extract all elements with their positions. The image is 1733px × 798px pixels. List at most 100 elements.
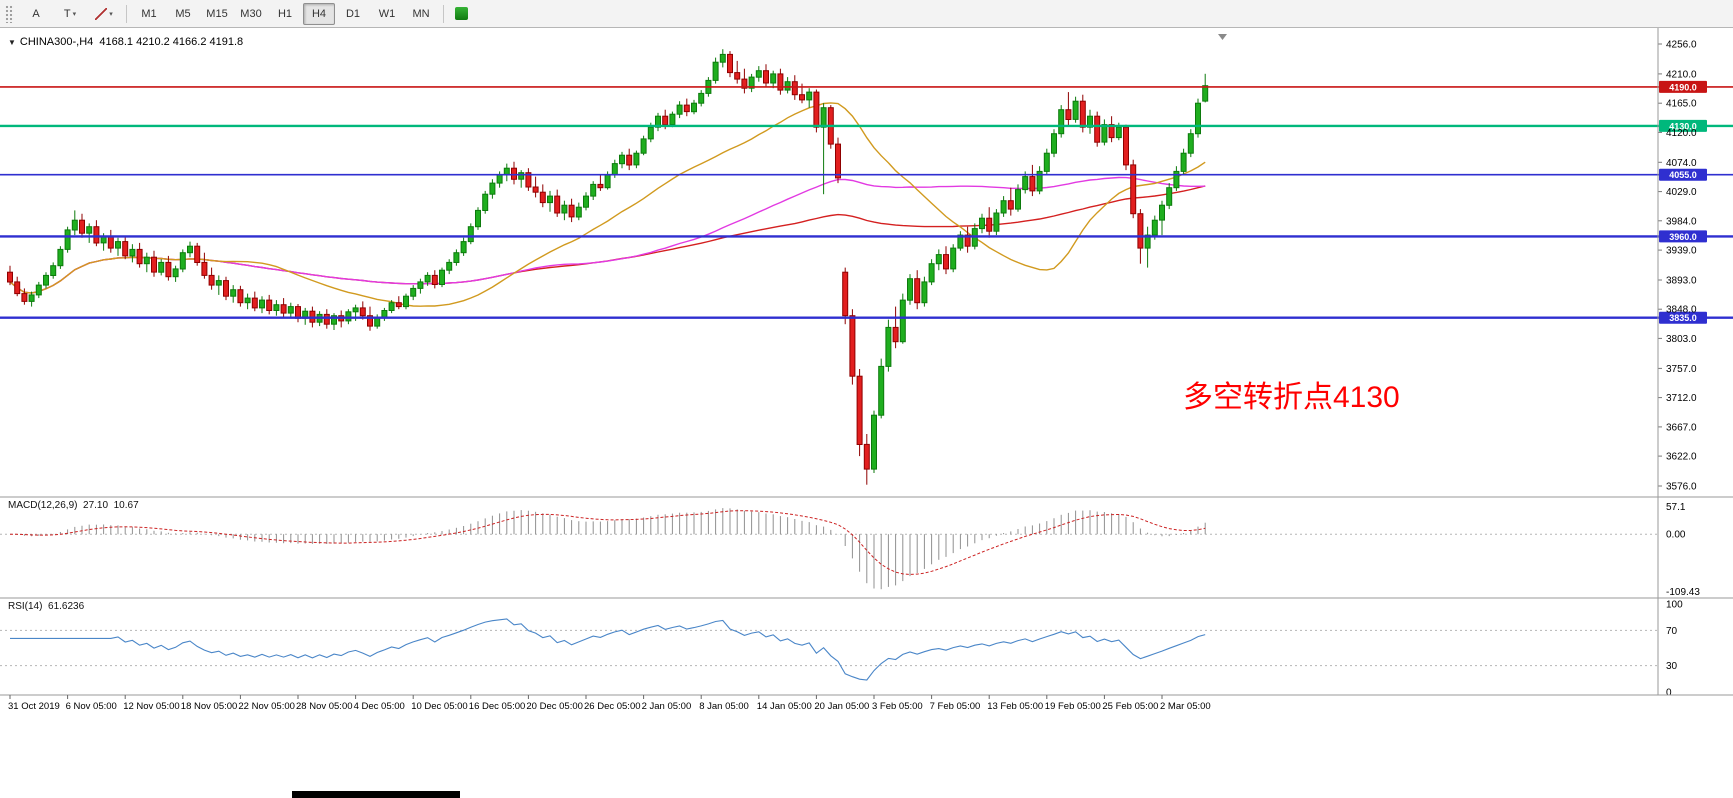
candle-up	[453, 249, 460, 266]
candle-up	[179, 249, 186, 273]
candle-up	[403, 293, 409, 310]
candle-down	[914, 270, 921, 310]
candle-up	[158, 259, 165, 276]
svg-text:13 Feb 05:00: 13 Feb 05:00	[987, 701, 1043, 712]
svg-text:3803.0: 3803.0	[1666, 334, 1697, 345]
candle-down	[741, 68, 748, 94]
candle-down	[597, 174, 604, 191]
candle-up	[561, 200, 568, 221]
candle-down	[727, 51, 733, 78]
candle-up	[1000, 196, 1007, 217]
timeframe-button-w1[interactable]: W1	[378, 7, 396, 20]
panel-separators[interactable]	[0, 28, 1733, 696]
time-axis[interactable]: 31 Oct 2019 6 Nov 05:00 12 Nov 05:00 18 Nov…	[8, 695, 1211, 712]
svg-text:26 Dec 05:00: 26 Dec 05:00	[584, 701, 641, 712]
timeframe-button-m5[interactable]: M5	[175, 7, 191, 20]
ma-slow-line[interactable]	[9, 185, 1206, 294]
svg-text:3576.0: 3576.0	[1666, 482, 1697, 493]
price-tag-4190.0[interactable]	[1659, 80, 1707, 93]
trendline-tool-button[interactable]: ▾	[88, 3, 120, 25]
candle-up	[878, 358, 885, 419]
candle-up	[244, 293, 251, 310]
candle-up	[64, 226, 71, 253]
svg-text:22 Nov 05:00: 22 Nov 05:00	[238, 701, 295, 712]
candle-down	[835, 137, 841, 184]
chart-canvas[interactable]: 4190.0 4130.0 4055.0 3960.0 3835.0 4256.0 4210…	[0, 28, 1733, 715]
timeframe-button-m30[interactable]: M30	[240, 7, 262, 20]
candle-down	[539, 184, 546, 208]
price-tag-3835.0[interactable]	[1659, 311, 1707, 324]
candle-up	[50, 262, 57, 279]
candle-down	[842, 267, 849, 325]
text-tool-button[interactable]: A	[32, 7, 40, 20]
autotrading-icon[interactable]	[455, 7, 468, 20]
macd-signal-line	[9, 510, 1206, 575]
candle-up	[979, 213, 985, 234]
candle-up	[381, 307, 388, 321]
svg-text:4165.0: 4165.0	[1666, 99, 1697, 110]
candle-up	[410, 285, 417, 301]
candle-up	[172, 265, 179, 282]
chart-text-annotation[interactable]: 多空转折点4130	[1183, 381, 1400, 414]
candle-down	[7, 265, 13, 286]
candle-up	[633, 150, 640, 169]
chart-shift-marker-icon[interactable]	[1218, 34, 1227, 40]
candle-down	[1065, 92, 1072, 126]
svg-text:4029.0: 4029.0	[1666, 187, 1697, 198]
rsi-panel: 100 70 30 0	[0, 600, 1683, 699]
bottom-black-bar	[292, 791, 460, 798]
svg-text:14 Jan 05:00: 14 Jan 05:00	[757, 701, 812, 712]
caret-down-icon: ▾	[72, 10, 77, 18]
candle-up	[928, 259, 935, 286]
toolbar-drag-handle[interactable]	[5, 4, 14, 23]
candle-down	[777, 68, 784, 95]
candle-up	[950, 244, 957, 273]
svg-text:20 Jan 05:00: 20 Jan 05:00	[814, 701, 869, 712]
candle-up	[439, 267, 445, 288]
svg-text:4055.0: 4055.0	[1669, 170, 1697, 180]
candle-up	[475, 207, 481, 230]
timeframe-button-h4[interactable]: H4	[303, 2, 335, 25]
timeframe-button-mn[interactable]: MN	[412, 7, 430, 20]
price-axis[interactable]: 4256.0 4210.0 4165.0 4120.0 4074.0 4029.0 3984…	[1658, 40, 1697, 493]
svg-text:3848.0: 3848.0	[1666, 305, 1697, 316]
timeframe-button-h1[interactable]: H1	[277, 7, 293, 20]
svg-text:2 Jan 05:00: 2 Jan 05:00	[642, 701, 692, 712]
candle-up	[259, 296, 265, 314]
candle-down	[683, 98, 690, 117]
candle-up	[1015, 184, 1021, 212]
candle-up	[676, 101, 683, 119]
candle-up	[302, 307, 309, 325]
svg-text:20 Dec 05:00: 20 Dec 05:00	[526, 701, 583, 712]
price-tag-4055.0[interactable]	[1659, 168, 1707, 181]
ma-fast-line[interactable]	[9, 102, 1206, 307]
candle-up	[719, 49, 726, 68]
candle-up	[957, 231, 964, 251]
chart-title: ▼ CHINA300-,H4 4168.1 4210.2 4166.2 4191.…	[8, 36, 243, 48]
candle-up	[921, 276, 928, 307]
candle-down	[208, 267, 215, 290]
candle-down	[734, 60, 741, 84]
candle-up	[446, 259, 453, 275]
candle-down	[856, 369, 863, 457]
candle-up	[935, 249, 942, 271]
candle-up	[388, 300, 395, 314]
chart-symbol-dropdown-icon[interactable]: ▼	[8, 38, 16, 47]
timeframe-button-d1[interactable]: D1	[345, 7, 361, 20]
label-tool-button[interactable]: T ▾	[63, 7, 77, 20]
macd-title: MACD(12,26,9)	[8, 500, 78, 511]
candle-up	[907, 274, 913, 305]
timeframe-button-m1[interactable]: M1	[141, 7, 157, 20]
svg-text:-109.43: -109.43	[1666, 587, 1700, 598]
candle-up	[28, 291, 35, 307]
candle-up	[35, 281, 42, 299]
candle-down	[295, 304, 301, 323]
candle-down	[107, 229, 114, 253]
timeframe-button-m15[interactable]: M15	[206, 7, 228, 20]
price-tag-3960.0[interactable]	[1659, 230, 1707, 243]
candle-up	[619, 151, 625, 169]
candle-down	[79, 213, 85, 238]
candle-down	[395, 296, 402, 310]
price-tag-4130.0[interactable]	[1659, 119, 1707, 132]
